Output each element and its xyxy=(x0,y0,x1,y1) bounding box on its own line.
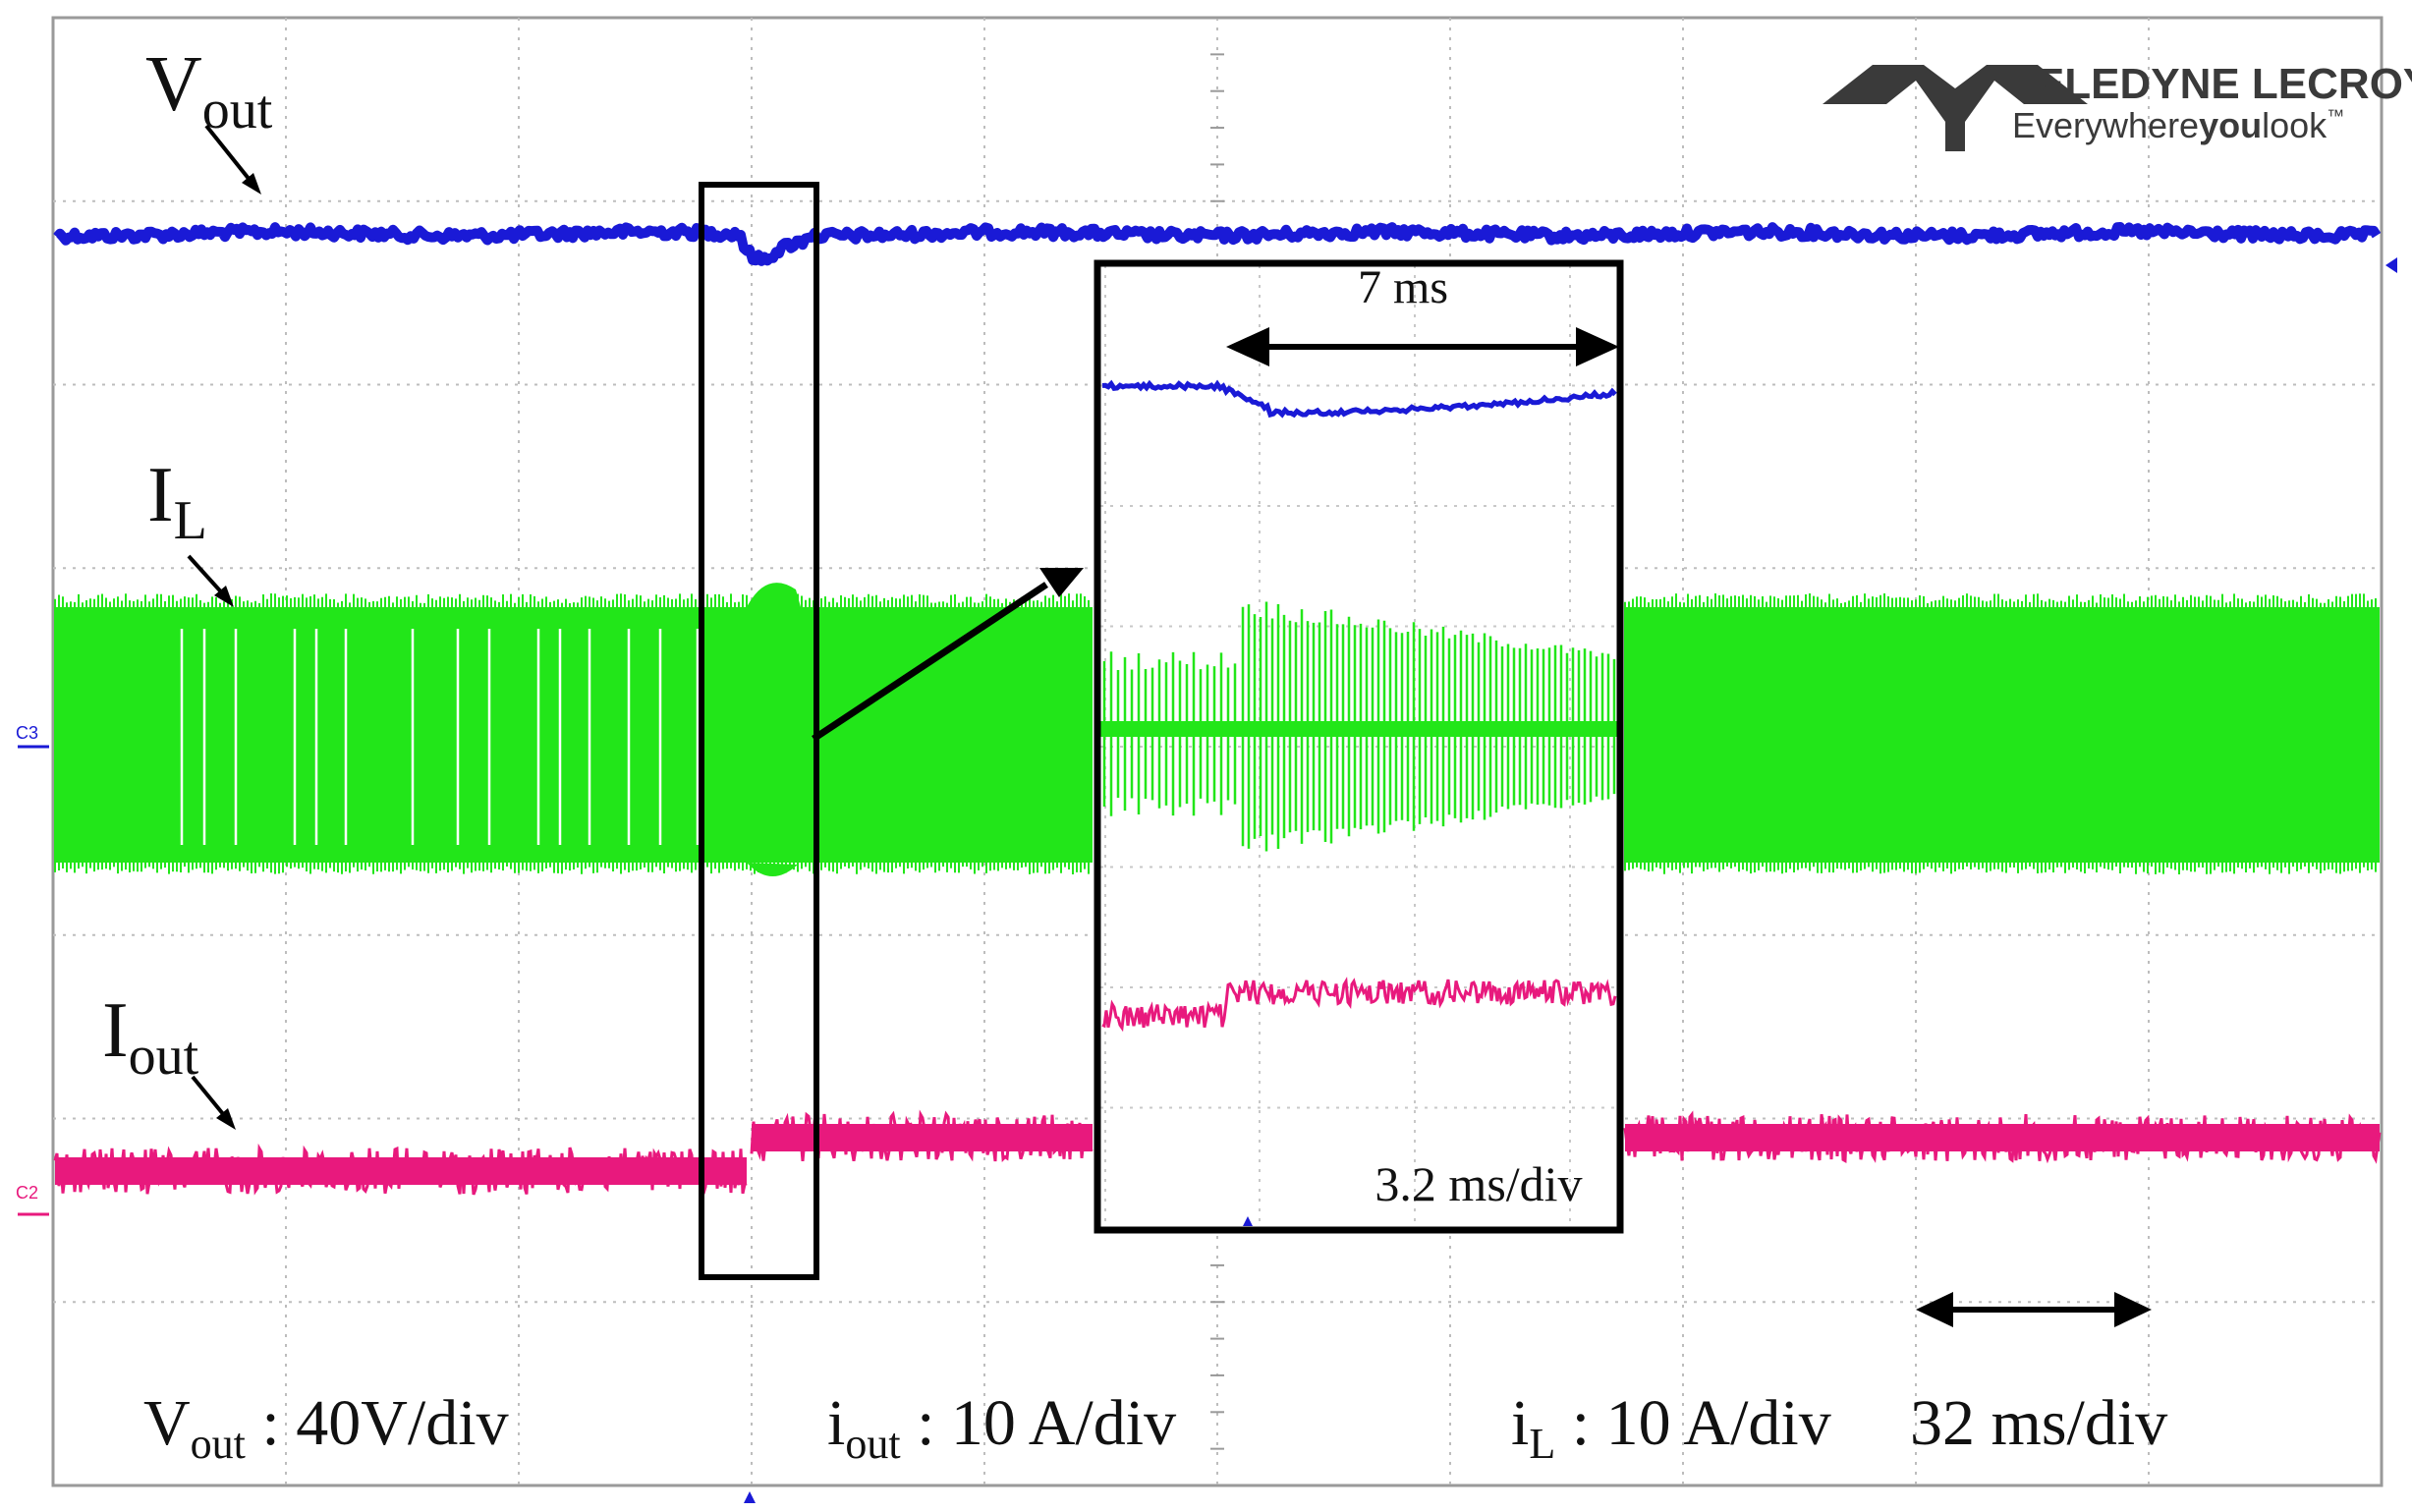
inset-trace-il-baseline xyxy=(1100,721,1617,737)
trace-il-transient-top xyxy=(747,583,801,607)
timebase-arrow-left-head xyxy=(1916,1292,1953,1327)
timebase-label: 32 ms/div xyxy=(1910,1387,2167,1459)
logo-tagline: Everywhereyoulook™ xyxy=(2012,105,2344,145)
inset-trace-vout xyxy=(1101,379,1617,419)
inset-border xyxy=(1094,259,1624,1234)
label-il: IL xyxy=(147,452,234,607)
svg-text:C3: C3 xyxy=(16,723,38,743)
logo-brand: TELEDYNE LECROY xyxy=(2009,60,2412,108)
channel-marker-c3: C3 xyxy=(16,723,49,749)
trace-iout-after-core xyxy=(752,1124,1093,1151)
label-iout: Iout xyxy=(102,987,236,1130)
svg-text:C2: C2 xyxy=(16,1183,38,1203)
svg-text:Iout: Iout xyxy=(102,987,199,1087)
trace-iout-after xyxy=(750,1109,1094,1162)
inset-trace-iout xyxy=(1101,977,1617,1033)
inset-trigger-marker xyxy=(1243,1216,1253,1226)
zoom-pointer-arrowhead xyxy=(1039,568,1084,597)
svg-text:Vout: Vout xyxy=(145,41,273,140)
duration-label: 7 ms xyxy=(1358,261,1448,313)
scale-vout: Vout : 40V/div xyxy=(143,1387,509,1468)
vout-offset-marker xyxy=(2385,257,2397,273)
timebase-arrow-right-head xyxy=(2114,1292,2152,1327)
scale-il: iL : 10 A/div xyxy=(1511,1387,1831,1468)
duration-arrow-right-head xyxy=(1576,327,1619,366)
trace-il-transient-bottom xyxy=(747,863,798,877)
trace-vout xyxy=(53,222,2382,266)
inset-traces xyxy=(1100,379,1617,1033)
label-vout: Vout xyxy=(145,41,273,195)
svg-text:IL: IL xyxy=(147,452,207,551)
zoom-inset: 7 ms 3.2 ms/div xyxy=(1094,259,1624,1234)
duration-arrow-left-head xyxy=(1226,327,1269,366)
zoom-selection-box xyxy=(699,182,819,1280)
teledyne-lecroy-logo: TELEDYNE LECROY Everywhereyoulook™ xyxy=(1823,60,2412,151)
waveform-traces xyxy=(53,222,2382,1196)
trace-iout-right-core xyxy=(1625,1124,2380,1151)
trace-iout-before-core xyxy=(55,1157,747,1185)
zoom-pointer-arrow xyxy=(812,582,1048,742)
channel-marker-c2: C2 xyxy=(16,1183,49,1216)
inset-timebase-label: 3.2 ms/div xyxy=(1374,1156,1582,1211)
scale-iout: iout : 10 A/div xyxy=(827,1387,1176,1468)
logo-emblem xyxy=(1823,65,2088,151)
trigger-marker xyxy=(744,1491,756,1503)
